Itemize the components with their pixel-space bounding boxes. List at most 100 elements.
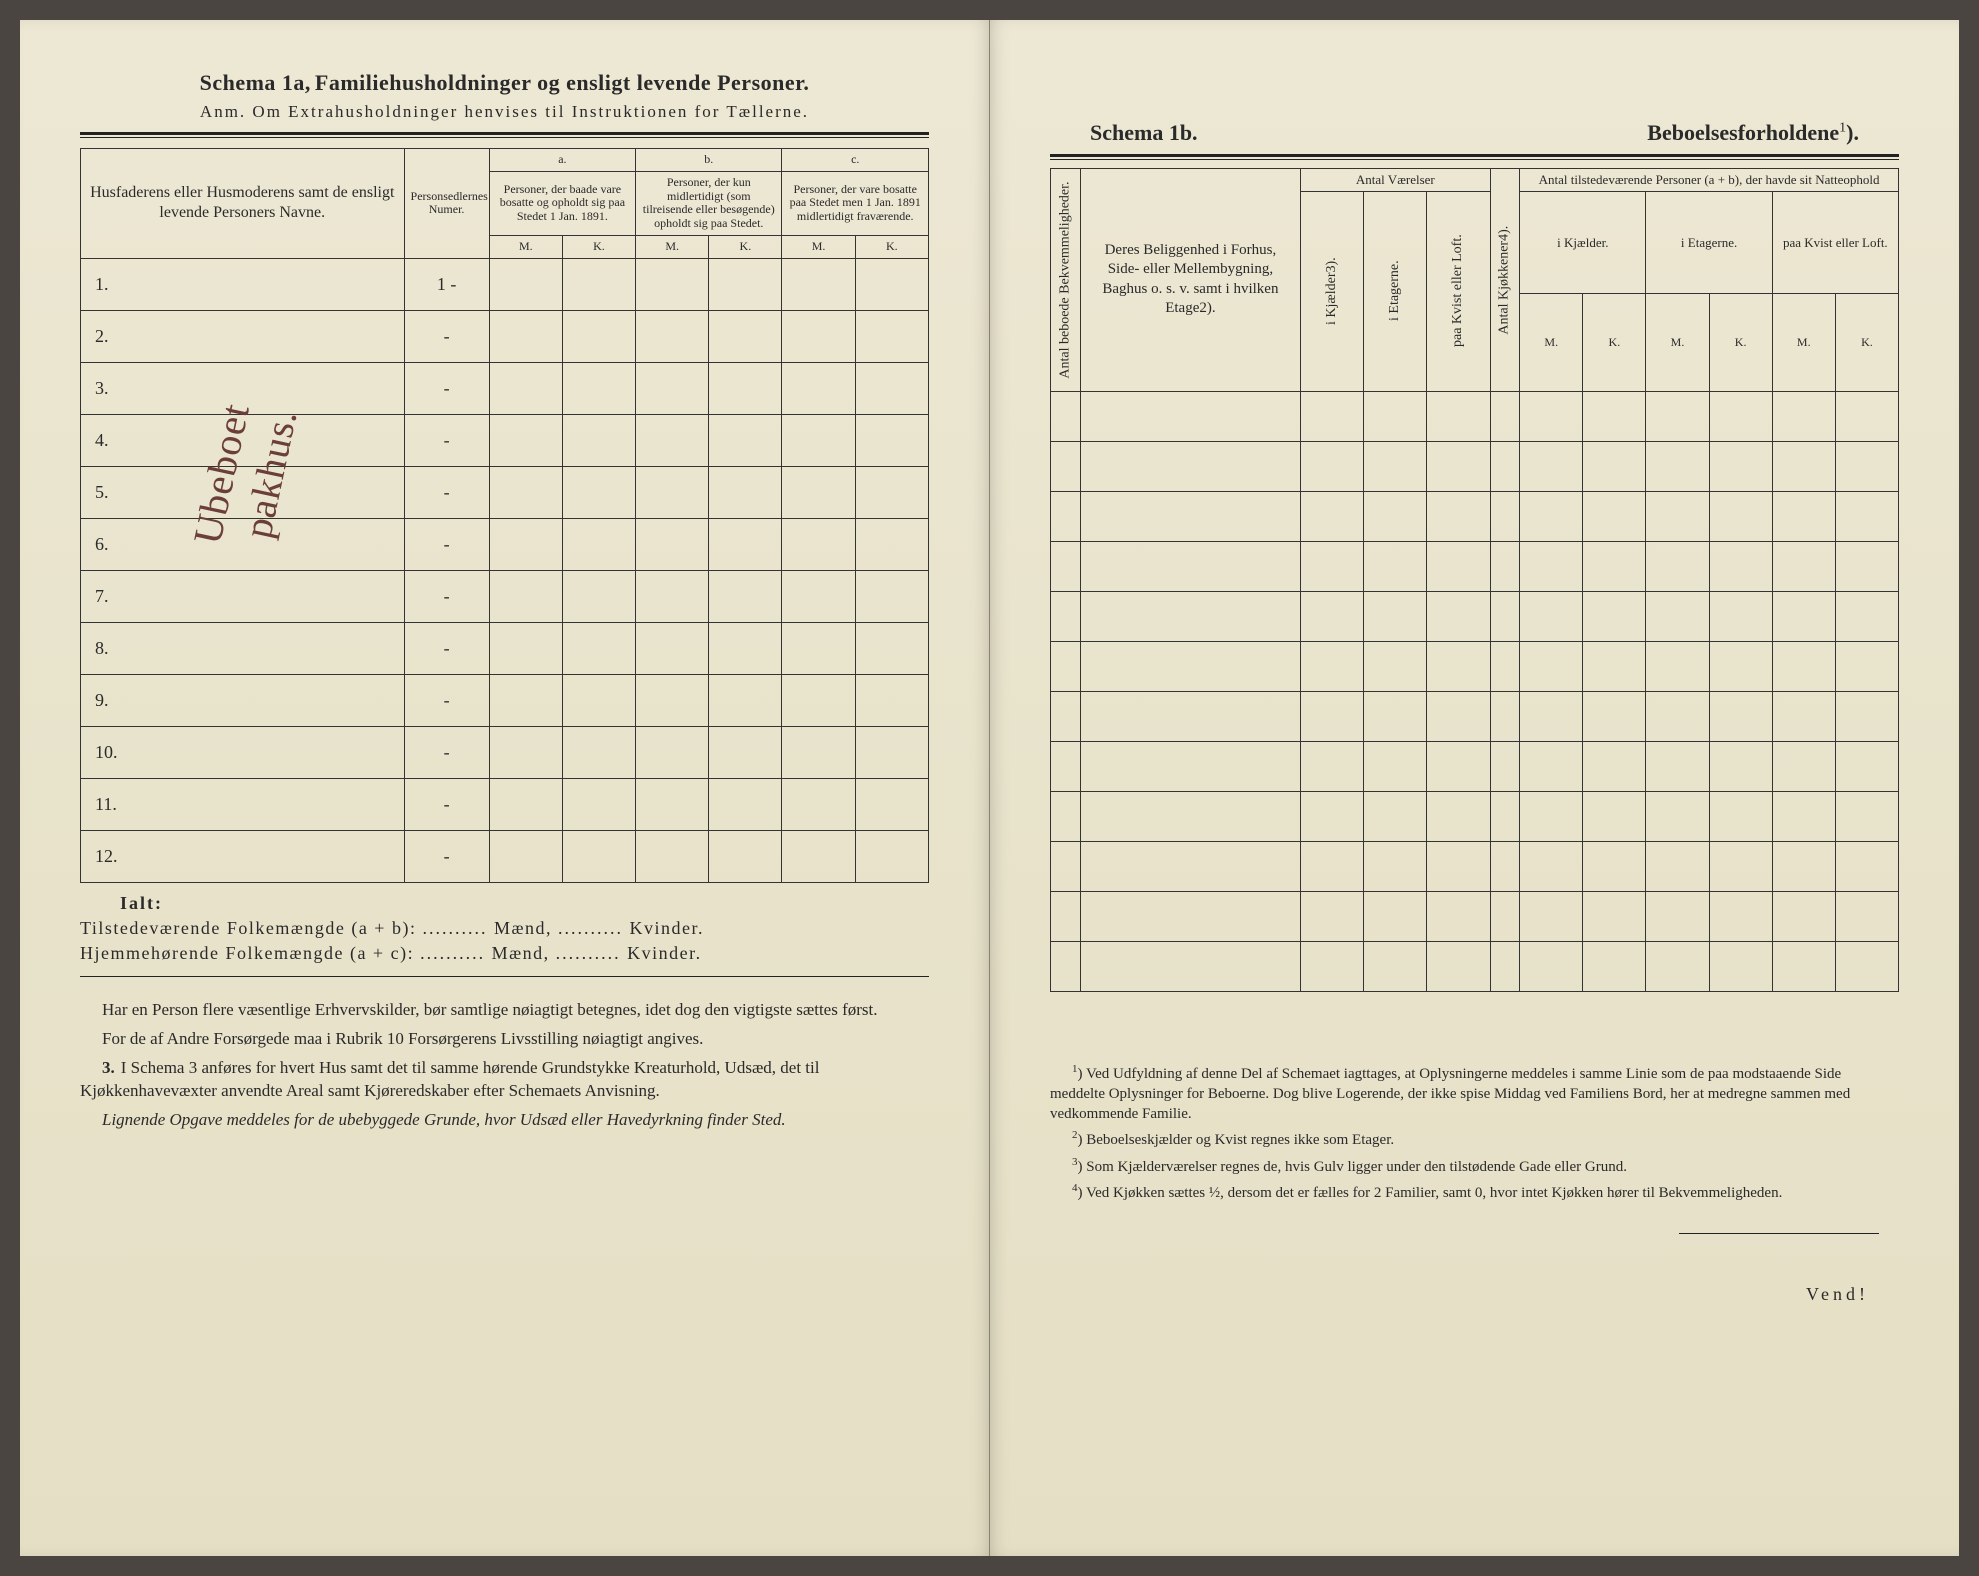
- row-dash: -: [404, 778, 489, 830]
- mk: M.: [1646, 294, 1709, 391]
- para-4: Lignende Opgave meddeles for de ubebygge…: [80, 1109, 929, 1132]
- row-dash: -: [404, 830, 489, 882]
- col-a-m: M.: [489, 235, 562, 258]
- table-row: [1051, 491, 1899, 541]
- row-number: 11.: [81, 778, 405, 830]
- table-row: [1051, 841, 1899, 891]
- schema-1b-title: Schema 1b. Beboelsesforholdene1).: [1050, 120, 1899, 146]
- col-p-kvist: paa Kvist eller Loft.: [1772, 191, 1898, 294]
- row-number: 7.: [81, 570, 405, 622]
- col-b-k: K.: [709, 235, 782, 258]
- schema-1a-heading: Familiehusholdninger og ensligt levende …: [315, 70, 809, 95]
- left-page: Schema 1a, Familiehusholdninger og ensli…: [20, 20, 990, 1556]
- mk: M.: [1772, 294, 1835, 391]
- row-number: 8.: [81, 622, 405, 674]
- vend-rule: [1679, 1233, 1879, 1234]
- col-a-k: K.: [562, 235, 635, 258]
- col-a-label: a.: [489, 149, 635, 172]
- schema-1a-table: Husfaderens eller Husmoderens samt de en…: [80, 148, 929, 883]
- table-row: 4.-: [81, 414, 929, 466]
- sum-present: Tilstedeværende Folkemængde (a + b): ...…: [80, 918, 929, 939]
- footnote-3: 3) Som Kjælderværelser regnes de, hvis G…: [1050, 1155, 1899, 1177]
- col-p-kjaelder: i Kjælder.: [1520, 191, 1646, 294]
- table-row: 1.1 -: [81, 258, 929, 310]
- table-row: 7.-: [81, 570, 929, 622]
- row-dash: -: [404, 674, 489, 726]
- table-row: [1051, 941, 1899, 991]
- mk: K.: [1709, 294, 1772, 391]
- table-row: [1051, 691, 1899, 741]
- row-number: 5.: [81, 466, 405, 518]
- col-rooms-head: Antal Værelser: [1301, 169, 1490, 192]
- row-number: 1.: [81, 258, 405, 310]
- row-number: 3.: [81, 362, 405, 414]
- table-row: 5.-: [81, 466, 929, 518]
- col-kjokken: Antal Kjøkkener4).: [1490, 169, 1520, 392]
- ialt-label: Ialt:: [120, 893, 929, 914]
- col-p-etagerne: i Etagerne.: [1646, 191, 1772, 294]
- row-dash: -: [404, 570, 489, 622]
- rule-thin: [80, 137, 929, 138]
- schema-1b-table: Antal beboede Bekvemmeligheder. Deres Be…: [1050, 168, 1899, 992]
- rule-thin-r: [1050, 159, 1899, 160]
- table-row: [1051, 391, 1899, 441]
- table-row: 3.-: [81, 362, 929, 414]
- table-row: 2.-: [81, 310, 929, 362]
- schema-1b-heading: Beboelsesforholdene1).: [1647, 120, 1859, 146]
- row-number: 2.: [81, 310, 405, 362]
- table-row: [1051, 641, 1899, 691]
- row-number: 10.: [81, 726, 405, 778]
- table-row: 8.-: [81, 622, 929, 674]
- col-c-text: Personer, der vare bosatte paa Stedet me…: [782, 171, 929, 235]
- schema-1a-title: Schema 1a, Familiehusholdninger og ensli…: [80, 70, 929, 96]
- row-dash: -: [404, 414, 489, 466]
- col-bekvem: Antal beboede Bekvemmeligheder.: [1051, 169, 1081, 392]
- row-dash: 1 -: [404, 258, 489, 310]
- col-b-m: M.: [636, 235, 709, 258]
- mk: M.: [1520, 294, 1583, 391]
- table-row: [1051, 591, 1899, 641]
- col-persons-head: Antal tilstedeværende Personer (a + b), …: [1520, 169, 1899, 192]
- footnote-4: 4) Ved Kjøkken sættes ½, dersom det er f…: [1050, 1181, 1899, 1203]
- col-c-m: M.: [782, 235, 855, 258]
- rule-heavy-r: [1050, 154, 1899, 157]
- page-spread: Schema 1a, Familiehusholdninger og ensli…: [20, 20, 1959, 1556]
- table-row: [1051, 791, 1899, 841]
- table-row: 9.-: [81, 674, 929, 726]
- table-row: 11.-: [81, 778, 929, 830]
- mk: K.: [1583, 294, 1646, 391]
- row-dash: -: [404, 518, 489, 570]
- para-1: Har en Person flere væsentlige Erhvervsk…: [80, 999, 929, 1022]
- sum-resident: Hjemmehørende Folkemængde (a + c): .....…: [80, 943, 929, 964]
- footnote-2: 2) Beboelseskjælder og Kvist regnes ikke…: [1050, 1128, 1899, 1150]
- row-number: 12.: [81, 830, 405, 882]
- rule-heavy: [80, 132, 929, 135]
- row-dash: -: [404, 362, 489, 414]
- col-b-label: b.: [636, 149, 782, 172]
- col-kjaelder: i Kjælder3).: [1301, 191, 1364, 391]
- vend-label: Vend!: [1050, 1284, 1899, 1305]
- col-a-text: Personer, der baade vare bosatte og opho…: [489, 171, 635, 235]
- row-number: 6.: [81, 518, 405, 570]
- col-name-head: Husfaderens eller Husmoderens samt de en…: [81, 149, 405, 259]
- para-3: 3.I Schema 3 anføres for hvert Hus samt …: [80, 1057, 929, 1103]
- row-number: 4.: [81, 414, 405, 466]
- instructions-text: Har en Person flere væsentlige Erhvervsk…: [80, 999, 929, 1132]
- table-row: [1051, 441, 1899, 491]
- col-kvist: paa Kvist eller Loft.: [1427, 191, 1490, 391]
- col-c-k: K.: [855, 235, 928, 258]
- schema-1a-label: Schema 1a,: [200, 70, 311, 95]
- footnote-1: 1) Ved Udfyldning af denne Del af Schema…: [1050, 1062, 1899, 1125]
- row-dash: -: [404, 466, 489, 518]
- schema-1a-anm: Anm. Om Extrahusholdninger henvises til …: [80, 102, 929, 122]
- table-row: [1051, 891, 1899, 941]
- footnotes: 1) Ved Udfyldning af denne Del af Schema…: [1050, 1062, 1899, 1204]
- table-row: 10.-: [81, 726, 929, 778]
- table-row: [1051, 741, 1899, 791]
- col-b-text: Personer, der kun midlertidigt (som tilr…: [636, 171, 782, 235]
- rule: [80, 976, 929, 977]
- row-number: 9.: [81, 674, 405, 726]
- right-page: Schema 1b. Beboelsesforholdene1). Antal …: [990, 20, 1959, 1556]
- col-etagerne: i Etagerne.: [1364, 191, 1427, 391]
- table-row: 6.-: [81, 518, 929, 570]
